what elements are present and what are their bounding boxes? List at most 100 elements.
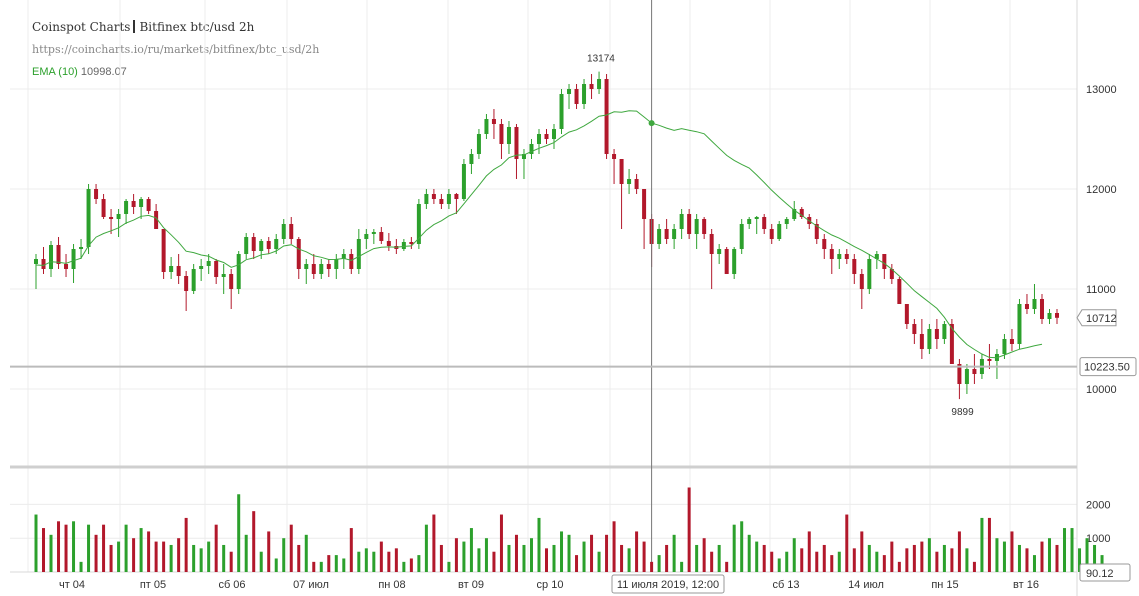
volume-bar <box>507 545 510 572</box>
candle-up <box>222 274 226 277</box>
volume-bar <box>800 548 803 572</box>
candle-down <box>492 119 496 124</box>
volume-bar <box>200 548 203 572</box>
volume-bar <box>410 558 413 572</box>
volume-bar <box>958 531 961 572</box>
volume-bar <box>635 531 638 572</box>
last-price-label: 10712 <box>1086 313 1117 325</box>
volume-bar <box>440 545 443 572</box>
candle-down <box>665 229 669 239</box>
volume-bar <box>935 552 938 572</box>
candle-down <box>297 239 301 269</box>
candle-up <box>597 79 601 89</box>
volume-bar <box>267 531 270 572</box>
candle-down <box>327 264 331 269</box>
volume-bar <box>87 525 90 572</box>
volume-bar <box>102 525 105 572</box>
candle-down <box>860 274 864 289</box>
volume-bar <box>50 535 53 572</box>
volume-bar <box>868 545 871 572</box>
volume-bar <box>447 562 450 572</box>
volume-bar <box>252 511 255 572</box>
volume-bar <box>530 538 533 572</box>
candle-up <box>72 249 76 269</box>
volume-bar <box>838 552 841 572</box>
volume-bar <box>95 535 98 572</box>
candle-up <box>1017 304 1021 344</box>
volume-bar <box>628 548 631 572</box>
candle-down <box>267 241 271 249</box>
candle-down <box>845 254 849 259</box>
x-tick-label: чт 04 <box>59 579 85 591</box>
candle-up <box>1002 339 1006 354</box>
volume-bar <box>688 488 691 573</box>
volume-bar <box>522 545 525 572</box>
volume-bar <box>905 548 908 572</box>
candle-up <box>537 134 541 144</box>
volume-bar <box>1018 545 1021 572</box>
volume-bar <box>590 535 593 572</box>
volume-bar <box>973 562 976 572</box>
candle-up <box>237 254 241 289</box>
volume-bar <box>680 562 683 572</box>
candle-down <box>620 159 624 184</box>
volume-bar <box>748 535 751 572</box>
volume-bar <box>545 548 548 572</box>
candle-down <box>1010 339 1014 344</box>
candle-up <box>942 324 946 339</box>
price-line-label: 10223.50 <box>1084 362 1130 374</box>
candle-down <box>514 127 518 159</box>
volume-bar <box>350 528 353 572</box>
volume-bar <box>125 525 128 572</box>
candle-up <box>582 84 586 104</box>
volume-tick-label: 1000 <box>1086 533 1110 545</box>
volume-bar <box>147 531 150 572</box>
volume-bar <box>492 552 495 572</box>
volume-bar <box>1063 528 1066 572</box>
volume-tick-label: 2000 <box>1086 499 1110 511</box>
x-tick-label: пн 08 <box>378 579 405 591</box>
volume-bar <box>177 538 180 572</box>
candle-down <box>42 259 46 269</box>
x-tick-label: пт 05 <box>140 579 166 591</box>
candle-down <box>822 239 826 249</box>
volume-bar <box>380 542 383 572</box>
candle-down <box>545 134 549 139</box>
candle-up <box>124 201 128 214</box>
candle-up <box>867 259 871 289</box>
volume-bar <box>162 542 165 572</box>
y-tick-label: 11000 <box>1086 284 1116 296</box>
candle-up <box>732 249 736 274</box>
volume-bar <box>613 521 616 572</box>
candle-up <box>372 232 376 234</box>
volume-bar <box>710 552 713 572</box>
volume-bar <box>192 545 195 572</box>
volume-bar <box>140 528 143 572</box>
volume-bar <box>815 552 818 572</box>
volume-bar <box>1033 555 1036 572</box>
candle-up <box>560 94 564 129</box>
candle-up <box>657 229 661 244</box>
candle-up <box>462 164 466 199</box>
candle-up <box>755 217 759 219</box>
candle-down <box>409 242 413 244</box>
candle-down <box>432 194 436 199</box>
candle-down <box>439 199 443 204</box>
volume-bar <box>222 545 225 572</box>
volume-bar <box>965 548 968 572</box>
volume-bar <box>395 548 398 572</box>
volume-bar <box>575 555 578 572</box>
volume-bar <box>703 538 706 572</box>
candle-up <box>777 224 781 239</box>
candle-down <box>64 264 68 269</box>
volume-bar <box>823 545 826 572</box>
candle-down <box>214 261 218 277</box>
volume-bar <box>515 535 518 572</box>
candle-up <box>207 261 211 266</box>
volume-bar <box>650 562 653 572</box>
candle-down <box>702 219 706 234</box>
volume-bar <box>335 555 338 572</box>
volume-bar <box>342 558 345 572</box>
volume-bar <box>793 538 796 572</box>
